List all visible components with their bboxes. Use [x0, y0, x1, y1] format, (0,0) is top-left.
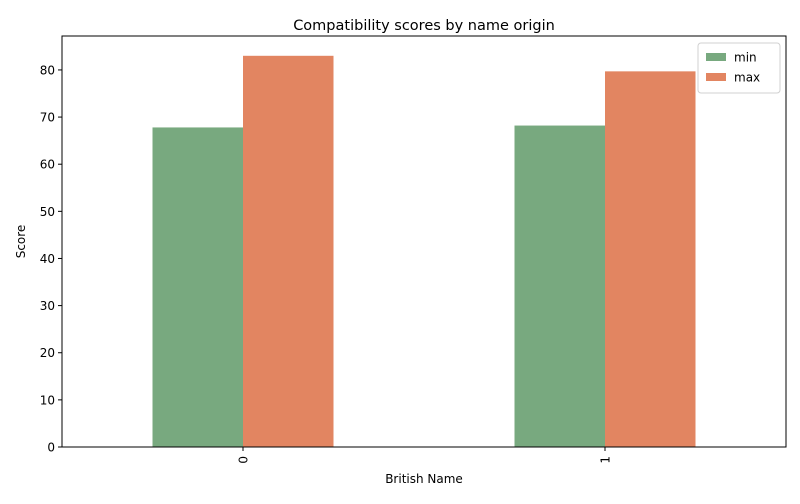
x-tick-label: 1 — [599, 456, 613, 464]
y-tick-label: 40 — [40, 252, 55, 266]
bar-min-0 — [152, 127, 243, 447]
plot-frame — [61, 35, 787, 448]
chart-title: Compatibility scores by name origin — [293, 18, 555, 34]
bar-max-1 — [605, 71, 696, 447]
bar-max-0 — [243, 55, 334, 448]
legend-swatch-max — [706, 73, 726, 81]
y-tick-label: 80 — [40, 63, 55, 77]
legend-label-min: min — [734, 51, 757, 65]
y-tick-label: 20 — [40, 346, 55, 360]
bar-min-1 — [514, 125, 605, 448]
legend-label-max: max — [734, 71, 760, 85]
y-axis-label: Score — [14, 225, 28, 259]
y-tick-label: 60 — [40, 158, 55, 172]
x-axis-label: British Name — [385, 472, 463, 486]
y-tick-label: 10 — [40, 393, 55, 407]
y-axis: 0 10 20 30 40 50 60 70 80 — [40, 63, 62, 455]
y-tick-label: 30 — [40, 299, 55, 313]
legend-swatch-min — [706, 53, 726, 61]
y-tick-label: 50 — [40, 205, 55, 219]
y-tick-label: 70 — [40, 111, 55, 125]
y-tick-label: 0 — [47, 441, 55, 455]
bars-group — [152, 55, 696, 448]
x-tick-label: 0 — [237, 456, 251, 464]
legend: min max — [697, 42, 781, 94]
